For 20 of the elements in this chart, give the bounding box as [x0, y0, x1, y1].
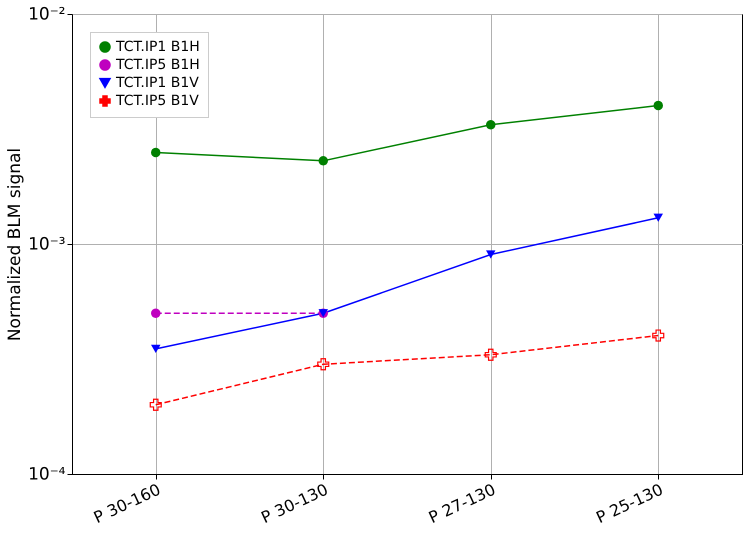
point — [317, 358, 330, 370]
y-axis-title: Normalized BLM signal — [5, 148, 26, 342]
point — [150, 398, 162, 411]
point — [654, 214, 663, 222]
point — [486, 120, 496, 130]
point — [652, 329, 664, 342]
y-tick-label: 10⁻³ — [28, 234, 66, 254]
point — [486, 250, 496, 259]
point — [151, 344, 160, 353]
point — [484, 348, 497, 361]
legend-label: TCT.IP1 B1V — [115, 75, 200, 91]
y-tick-label: 10⁻⁴ — [28, 464, 66, 484]
y-tick-label: 10⁻² — [28, 4, 66, 24]
point — [151, 308, 160, 318]
legend-label: TCT.IP1 B1H — [115, 39, 200, 55]
point — [318, 156, 328, 166]
point — [654, 100, 663, 110]
legend-label: TCT.IP5 B1H — [115, 57, 200, 73]
point — [151, 148, 160, 158]
legend-label: TCT.IP5 B1V — [115, 93, 200, 109]
